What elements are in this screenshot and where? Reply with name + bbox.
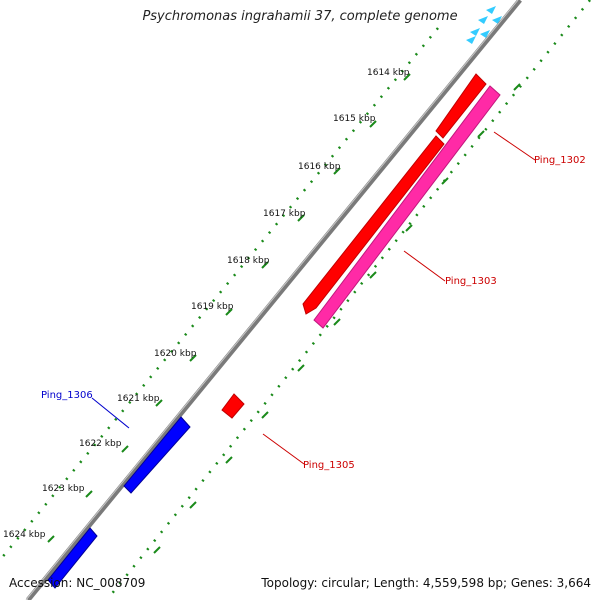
tick-label: 1617 kbp xyxy=(263,209,306,219)
leader-line-ping-1305 xyxy=(262,433,305,465)
gene-label-ping-1305[interactable]: Ping_1305 xyxy=(303,460,355,471)
tick-label: 1622 kbp xyxy=(79,439,122,449)
gene-arrow-ping-1303[interactable] xyxy=(313,85,501,329)
gene-arrow-red-long[interactable] xyxy=(302,135,445,315)
gene-arrow-ping-1306[interactable] xyxy=(123,416,191,494)
gene-arrow-blue-bottom[interactable] xyxy=(47,527,98,589)
genome-backbone-highlight xyxy=(25,0,519,600)
inner-dotted-track xyxy=(109,0,591,597)
gene-label-ping-1306[interactable]: Ping_1306 xyxy=(41,390,93,401)
tick-label: 1623 kbp xyxy=(42,484,85,494)
gene-label-ping-1303[interactable]: Ping_1303 xyxy=(445,276,497,287)
small-features xyxy=(466,6,502,44)
leader-line-ping-1306 xyxy=(91,397,130,429)
outer-dotted-track xyxy=(0,27,439,561)
tick-label: 1621 kbp xyxy=(117,394,160,404)
tick-label: 1615 kbp xyxy=(333,114,376,124)
leader-line-ping-1302 xyxy=(493,131,536,161)
gene-label-ping-1302[interactable]: Ping_1302 xyxy=(534,155,586,166)
genome-backbone xyxy=(26,0,522,600)
genome-summary-text: Topology: circular; Length: 4,559,598 bp… xyxy=(261,576,591,590)
tick-label: 1614 kbp xyxy=(367,68,410,78)
map-title: Psychromonas ingrahamii 37, complete gen… xyxy=(142,9,458,24)
inner-ticks xyxy=(153,83,521,554)
gene-arrow-ping-1305[interactable] xyxy=(221,393,245,419)
tick-label: 1620 kbp xyxy=(154,349,197,359)
accession-text: Accession: NC_008709 xyxy=(9,576,146,590)
tick-label: 1618 kbp xyxy=(227,256,270,266)
gene-arrow-ping-1302[interactable] xyxy=(435,73,487,139)
tick-label: 1616 kbp xyxy=(298,162,341,172)
tick-label: 1624 kbp xyxy=(3,530,46,540)
kbp-ticks xyxy=(47,73,411,543)
leader-line-ping-1303 xyxy=(403,250,446,282)
tick-label: 1619 kbp xyxy=(191,302,234,312)
